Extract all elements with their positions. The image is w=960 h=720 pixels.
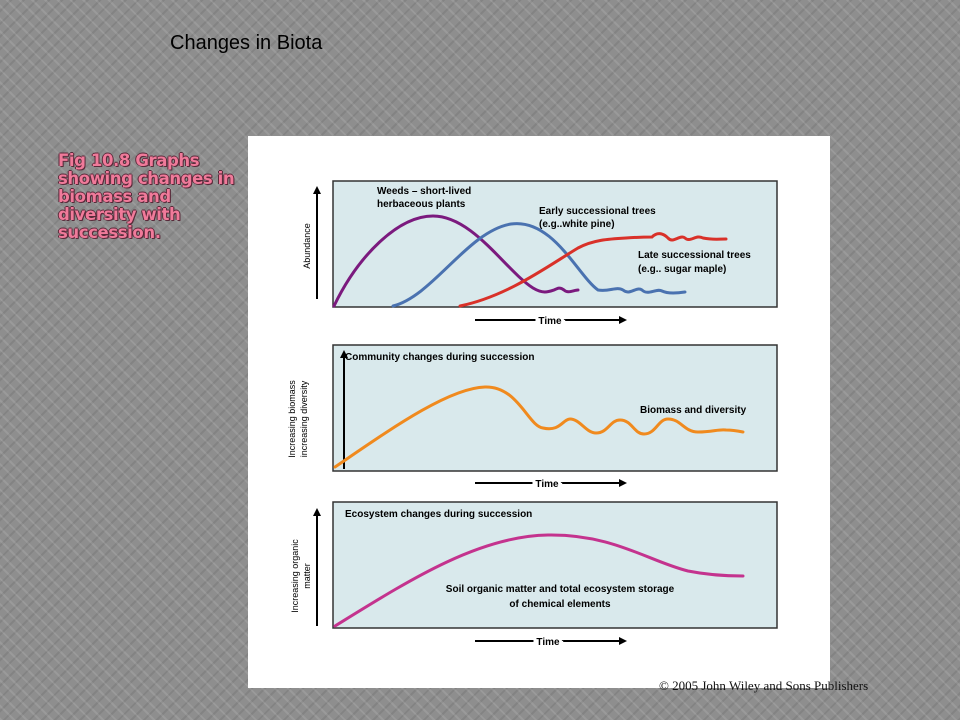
weeds-label-line1: Weeds – short-lived xyxy=(377,186,471,197)
early-curve xyxy=(391,222,687,308)
y-axis-label-line2: matter xyxy=(302,563,312,589)
soil-organic-matter-curve xyxy=(333,533,745,628)
panel-ecosystem-title: Ecosystem changes during succession xyxy=(345,509,532,520)
copyright-notice: © 2005 John Wiley and Sons Publishers xyxy=(659,678,869,693)
y-axis-label: Abundance xyxy=(302,223,312,269)
y-axis-label-line1: Increasing biomass xyxy=(287,380,297,458)
soil-organic-label-line1: Soil organic matter and total ecosystem … xyxy=(446,584,675,595)
early-label-line2: (e.g..white pine) xyxy=(539,219,615,230)
y-axis-label-line2: increasing diversity xyxy=(299,380,309,457)
panel-community-plot-area xyxy=(332,344,778,472)
early-label-line1: Early successional trees xyxy=(539,206,656,217)
late-label-line2: (e.g.. sugar maple) xyxy=(638,264,726,275)
succession-figure-svg: Abundance Time Weeds – short-lived herba… xyxy=(287,180,778,651)
soil-organic-label-line2: of chemical elements xyxy=(509,599,611,610)
figure-caption: Fig 10.8 Graphs showing changes in bioma… xyxy=(58,151,235,242)
x-axis-label: Time xyxy=(536,637,560,648)
late-curve xyxy=(458,232,728,308)
panel-abundance-plot-area xyxy=(332,180,778,308)
x-axis-label: Time xyxy=(538,316,562,327)
late-label-line1: Late successional trees xyxy=(638,250,751,261)
panel-abundance: Abundance Time Weeds – short-lived herba… xyxy=(302,180,778,330)
panel-community: Increasing biomass increasing diversity … xyxy=(287,344,778,493)
x-axis-label: Time xyxy=(535,479,559,490)
slide-title: Changes in Biota xyxy=(170,32,323,54)
succession-figure: Abundance Time Weeds – short-lived herba… xyxy=(248,136,830,688)
biomass-diversity-curve xyxy=(333,385,745,469)
biomass-diversity-label: Biomass and diversity xyxy=(640,405,747,416)
weeds-curve xyxy=(332,214,580,308)
panel-community-title: Community changes during succession xyxy=(345,352,534,363)
panel-ecosystem-plot-area xyxy=(332,501,778,629)
weeds-label-line2: herbaceous plants xyxy=(377,199,466,210)
panel-ecosystem: Increasing organic matter Time Ecosystem… xyxy=(290,501,778,651)
y-axis-label-line1: Increasing organic xyxy=(290,539,300,613)
